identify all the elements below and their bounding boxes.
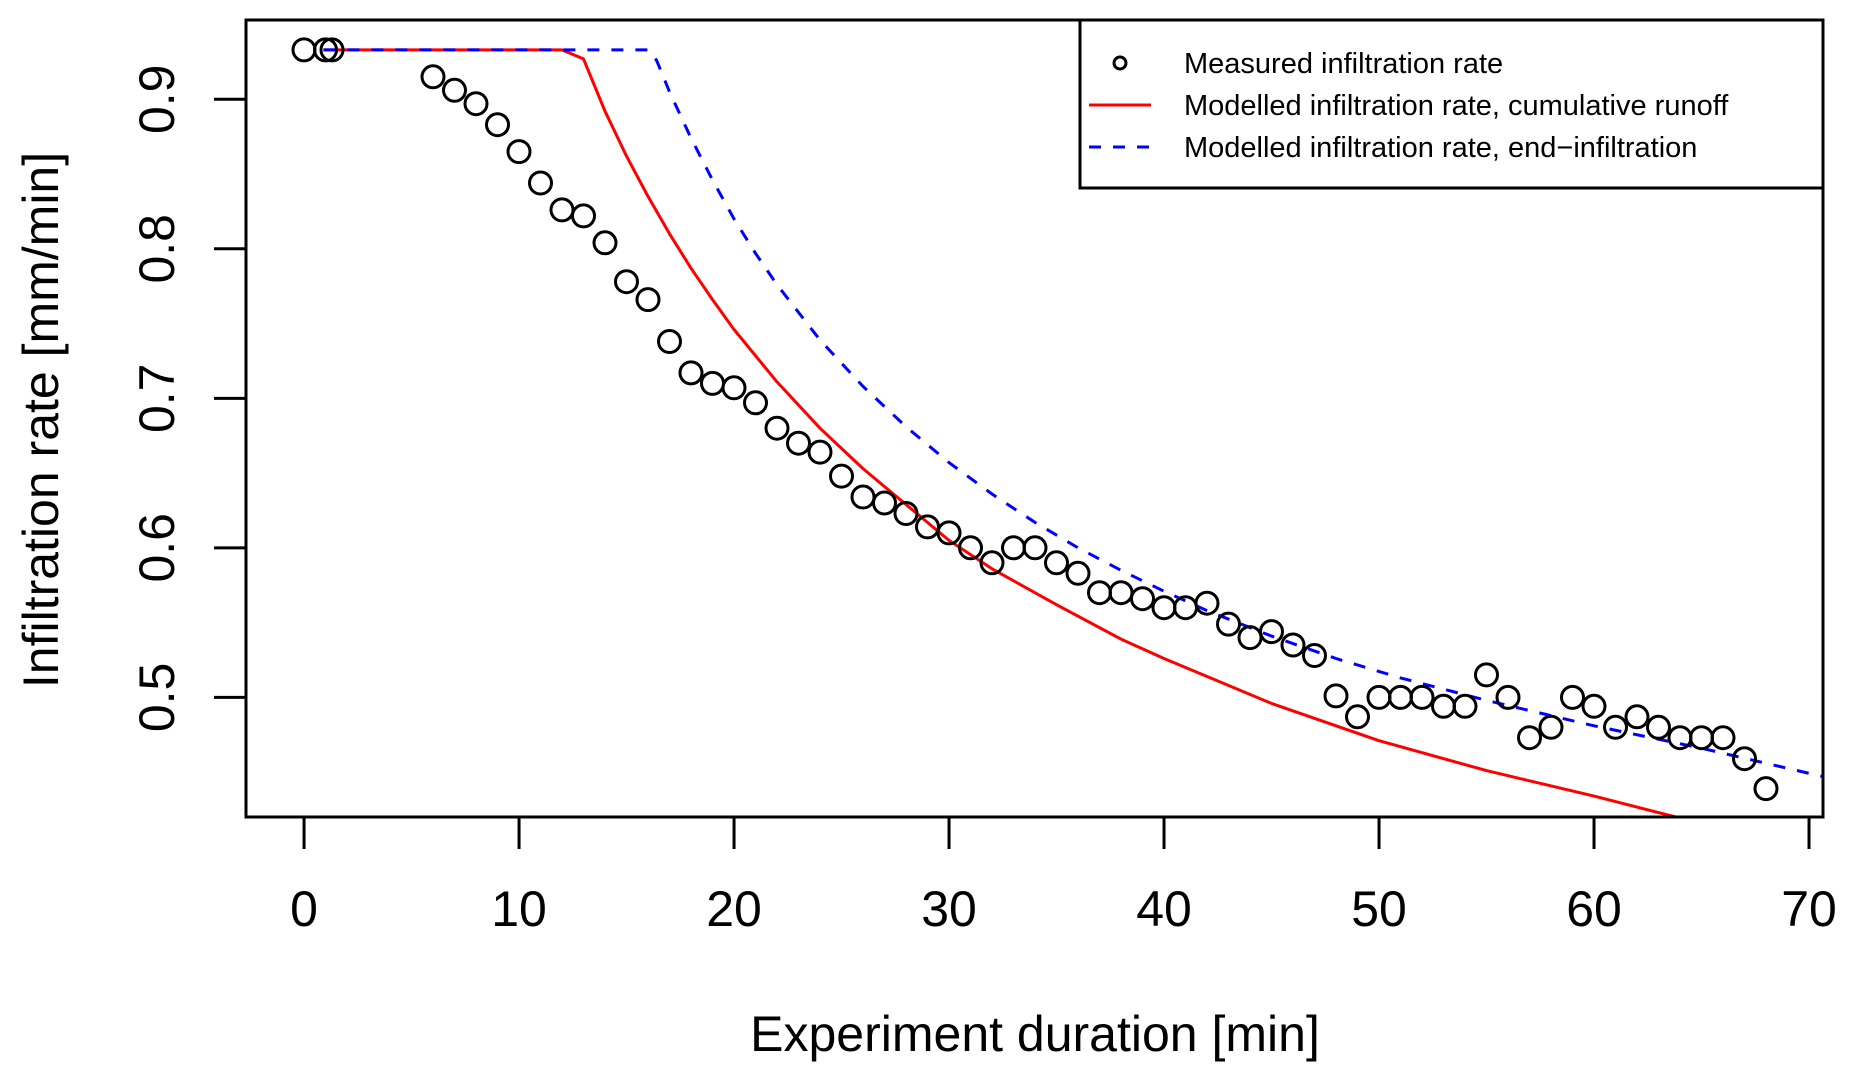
x-axis-title: Experiment duration [min] <box>750 1006 1320 1062</box>
data-point <box>1732 746 1757 772</box>
data-point <box>1646 714 1671 740</box>
legend-label-end-infiltration: Modelled infiltration rate, end−infiltra… <box>1184 132 1697 164</box>
data-point <box>1022 535 1048 561</box>
legend-label-measured: Measured infiltration rate <box>1184 48 1503 80</box>
data-point <box>1495 684 1521 710</box>
data-point <box>893 501 919 526</box>
data-point <box>1388 684 1413 710</box>
data-point <box>319 37 345 63</box>
data-point <box>1474 662 1499 688</box>
data-point <box>1753 776 1779 802</box>
data-point <box>807 439 833 465</box>
data-point <box>571 203 596 229</box>
data-point <box>1302 643 1327 668</box>
data-point <box>442 77 467 103</box>
data-point <box>1130 586 1155 612</box>
data-point <box>936 520 962 546</box>
data-point <box>1409 684 1435 710</box>
data-point <box>549 197 575 223</box>
data-point <box>1259 619 1284 645</box>
x-tick-label: 60 <box>1566 881 1622 937</box>
data-point <box>1581 693 1607 719</box>
data-point <box>506 139 532 165</box>
data-point <box>1345 704 1370 730</box>
y-tick-label: 0.7 <box>129 364 185 434</box>
x-tick-label: 20 <box>706 881 762 937</box>
data-point <box>1044 550 1069 576</box>
legend-symbol-measured <box>1112 55 1128 71</box>
x-tick-label: 10 <box>491 881 547 937</box>
series-line-modelled-infiltration-rate-cumulative-runoff <box>323 48 1677 817</box>
data-point <box>1603 714 1628 740</box>
data-point <box>420 64 446 90</box>
data-point <box>1108 580 1134 606</box>
x-tick-label: 40 <box>1136 881 1192 937</box>
data-point <box>1452 693 1478 719</box>
data-point <box>1237 625 1263 651</box>
series-line-modelled-infiltration-rate-end-infiltration <box>323 48 1823 779</box>
y-tick-label: 0.6 <box>129 513 185 583</box>
legend-box <box>1078 18 1825 190</box>
data-point <box>635 287 661 313</box>
y-tick-label: 0.9 <box>129 65 185 135</box>
data-point <box>786 430 811 456</box>
data-point <box>958 535 983 561</box>
x-axis: 0 10 20 30 40 50 60 70 <box>290 817 1837 937</box>
data-point <box>614 269 639 295</box>
x-tick-label: 70 <box>1781 881 1837 937</box>
data-point <box>700 370 725 396</box>
data-point <box>678 360 704 386</box>
y-axis: 0.5 0.6 0.7 0.8 0.9 <box>129 65 246 733</box>
data-point <box>528 170 553 196</box>
x-tick-label: 0 <box>290 881 318 937</box>
data-point <box>850 484 876 510</box>
data-point <box>979 550 1005 576</box>
data-point <box>1323 683 1349 709</box>
data-point <box>1194 590 1220 616</box>
data-point <box>1710 725 1736 751</box>
data-point <box>1624 704 1650 730</box>
data-point <box>1366 684 1392 710</box>
data-point <box>592 230 618 256</box>
x-tick-label: 30 <box>921 881 977 937</box>
series-layer <box>291 37 1823 817</box>
data-point <box>1280 632 1306 658</box>
data-point <box>764 415 790 441</box>
data-point <box>657 329 682 354</box>
data-point <box>743 390 768 416</box>
y-axis-title: Infiltration rate [mm/min] <box>13 152 69 688</box>
data-point <box>829 463 854 489</box>
data-point <box>1560 684 1585 710</box>
data-point <box>1151 595 1177 621</box>
data-point <box>915 514 940 540</box>
data-point <box>1431 693 1456 719</box>
data-point <box>1538 714 1564 740</box>
data-point <box>1517 725 1542 751</box>
x-tick-label: 50 <box>1351 881 1407 937</box>
data-point <box>872 490 897 516</box>
data-point <box>1689 725 1714 751</box>
data-point <box>485 112 510 138</box>
data-point <box>1087 580 1112 606</box>
plot-frame <box>244 18 1825 819</box>
data-point <box>313 37 338 63</box>
data-point <box>1001 535 1026 561</box>
data-point <box>1667 725 1693 751</box>
y-tick-label: 0.8 <box>129 214 185 284</box>
data-point <box>721 375 747 401</box>
data-point <box>291 37 317 63</box>
data-point <box>463 91 489 117</box>
y-tick-label: 0.5 <box>129 663 185 733</box>
data-point <box>1216 611 1241 637</box>
legend-label-cumulative-runoff: Modelled infiltration rate, cumulative r… <box>1184 90 1729 122</box>
data-point <box>1065 560 1091 586</box>
legend: Measured infiltration rate Modelled infi… <box>1078 18 1825 190</box>
